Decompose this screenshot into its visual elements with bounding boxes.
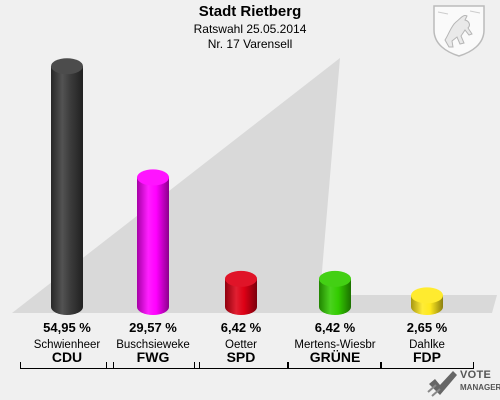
- party-label-gruene: GRÜNE: [309, 349, 361, 365]
- category-bracket-cdu: [20, 362, 114, 369]
- party-label-cdu: CDU: [51, 349, 83, 365]
- category-bracket-spd: [194, 362, 288, 369]
- bars-group: [51, 58, 443, 316]
- party-label-fwg: FWG: [136, 349, 170, 365]
- value-label-cdu: 54,95 %: [43, 320, 91, 335]
- bar-cap-fwg: [137, 169, 169, 186]
- vote-manager-logo-icon: [427, 371, 457, 397]
- bar-cap-cdu: [51, 58, 83, 75]
- party-label-spd: SPD: [226, 349, 256, 365]
- value-label-fdp: 2,65 %: [406, 320, 448, 335]
- candidate-label-gruene: Mertens-Wiesbr: [294, 339, 376, 351]
- brand-name-line1: VOTE: [460, 369, 492, 381]
- bar-spd: [225, 278, 257, 315]
- candidate-label-fdp: Dahlke: [409, 339, 445, 351]
- value-label-fwg: 29,57 %: [129, 320, 177, 335]
- candidate-label-spd: Oetter: [225, 339, 257, 351]
- bar-cap-gruene: [319, 270, 351, 287]
- category-bracket-gruene: [288, 362, 382, 369]
- chart-title: Stadt Rietberg: [198, 3, 302, 20]
- candidate-label-fwg: Buschsieweke: [116, 339, 190, 351]
- value-label-gruene: 6,42 %: [314, 320, 356, 335]
- bar-cap-spd: [225, 270, 257, 287]
- bar-cap-fdp: [411, 287, 443, 304]
- chart-subtitle: Ratswahl 25.05.2014: [193, 22, 307, 36]
- floor-shadow: [12, 58, 497, 313]
- candidate-label-cdu: Schwienheer: [33, 339, 101, 351]
- coat-of-arms-icon: [433, 5, 485, 57]
- bar-fwg: [137, 177, 169, 315]
- party-label-fdp: FDP: [413, 349, 441, 365]
- category-bracket-fdp: [380, 362, 474, 369]
- bar-cdu: [51, 66, 83, 316]
- bar-gruene: [319, 278, 351, 315]
- chart-subtitle-district: Nr. 17 Varensell: [207, 37, 293, 51]
- value-label-spd: 6,42 %: [220, 320, 262, 335]
- category-bracket-fwg: [106, 362, 200, 369]
- brand-name-line2: MANAGER: [460, 383, 500, 392]
